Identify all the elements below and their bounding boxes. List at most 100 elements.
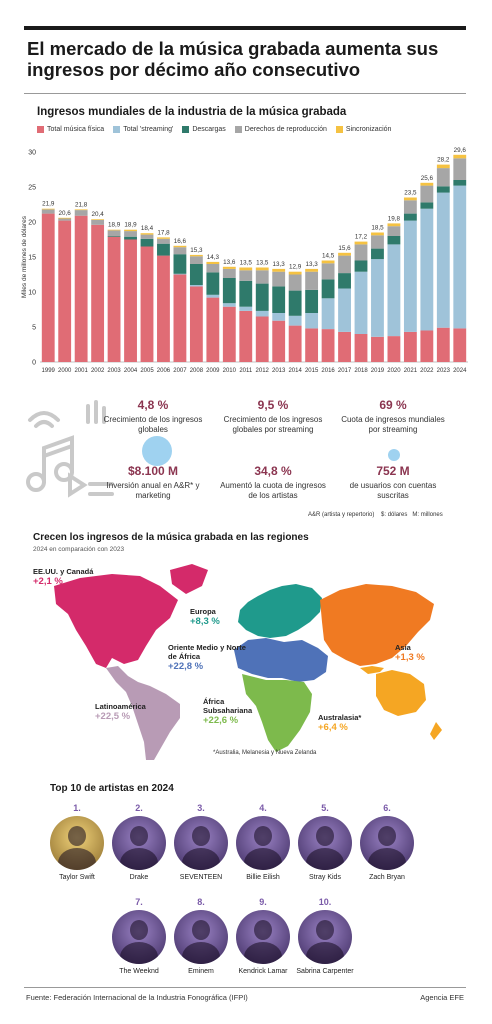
artist-avatar <box>112 910 166 964</box>
avatar-body-shape <box>306 942 344 964</box>
bar-segment <box>305 313 319 329</box>
bar-segment <box>222 303 236 307</box>
region-new-zealand <box>430 722 442 740</box>
bar-segment <box>354 271 368 334</box>
bar-segment <box>173 274 187 362</box>
legend-label: Sincronización <box>345 126 392 133</box>
bar-segment <box>338 273 351 289</box>
bar-segment <box>305 289 319 313</box>
legend-swatch <box>182 126 190 133</box>
bar-segment <box>74 210 88 216</box>
label-latin-america: Latinoamérica +22,5 % <box>95 702 146 722</box>
x-tick-label: 2018 <box>354 368 368 374</box>
region-value: +6,4 % <box>318 722 348 733</box>
stacked-bar-chart: Miles de millones de dólares 0 5 10 15 20 25 30… <box>21 147 468 374</box>
bar-segment <box>288 325 302 362</box>
stat-text: Crecimiento de los ingresos globales por… <box>223 415 323 434</box>
bar-segment <box>107 229 121 231</box>
stat-value: 4,8 % <box>137 398 169 412</box>
bar-segment <box>420 202 434 209</box>
artist-card: 1. Taylor Swift <box>42 803 112 881</box>
avatar-head-shape <box>130 920 148 940</box>
bar-segment <box>305 271 319 290</box>
stat-text: Aumentó la cuota de ingresos de los arti… <box>220 481 326 500</box>
legend-item: Descargas <box>182 126 226 133</box>
avatar-body-shape <box>368 848 406 870</box>
stat-global-growth: 4,8 % Crecimiento de los ingresos global… <box>98 398 208 435</box>
bar-segment <box>436 327 450 362</box>
artist-name: Eminem <box>188 968 214 975</box>
bar-segment <box>354 241 368 245</box>
bar-segment <box>453 180 467 186</box>
region-value: +8,3 % <box>190 616 220 627</box>
bar-total-label: 17,8 <box>157 229 170 236</box>
stat-ar-investment: $8.100 M Inversión anual en A&R* y marke… <box>98 464 208 501</box>
legend-swatch <box>113 126 121 133</box>
label-subsaharan-africa: África Subsahariana +22,6 % <box>203 697 263 726</box>
bar-segment <box>222 278 236 304</box>
avatar-body-shape <box>120 942 158 964</box>
bar-segment <box>239 310 253 362</box>
bar-segment <box>206 272 220 295</box>
region-value: +22,5 % <box>95 711 131 722</box>
bar-total-label: 18,4 <box>141 225 154 232</box>
label-asia: Asia +1,3 % <box>395 643 425 663</box>
x-tick-label: 2003 <box>107 368 121 374</box>
bar-total-label: 29,6 <box>454 147 467 154</box>
bar-total-label: 12,9 <box>289 264 302 271</box>
bar-segment <box>58 218 72 221</box>
bar-segment <box>321 260 335 264</box>
bar-total-label: 20,6 <box>59 210 72 217</box>
bar-segment <box>189 264 203 285</box>
bar-segment <box>453 328 467 362</box>
x-tick-label: 2000 <box>58 368 72 374</box>
bar-segment <box>91 219 105 225</box>
bar-segment <box>288 315 302 326</box>
artist-rank: 7. <box>135 897 143 907</box>
bar-segment <box>255 270 269 284</box>
stat-text: de usuarios con cuentas suscritas <box>349 481 437 500</box>
bar-segment <box>420 208 434 331</box>
subscribers-bubble <box>388 449 400 461</box>
bar-segment <box>272 320 286 362</box>
stat-text: Crecimiento de los ingresos globales <box>103 415 203 434</box>
bar-segment <box>420 182 434 186</box>
artist-name: SEVENTEEN <box>179 874 223 881</box>
bar-segment <box>371 259 384 337</box>
bar-segment <box>239 270 253 281</box>
avatar-head-shape <box>254 826 272 846</box>
bar-segment <box>140 246 154 362</box>
x-tick-label: 2016 <box>321 368 335 374</box>
region-mena <box>234 638 328 682</box>
x-tick-label: 2019 <box>371 368 385 374</box>
artist-avatar <box>112 816 166 870</box>
artist-card: 5. Stray Kids <box>290 803 360 881</box>
stat-artist-share: 34,8 % Aumentó la cuota de ingresos de l… <box>218 464 328 501</box>
x-tick-label: 2006 <box>157 368 171 374</box>
region-name: África Subsahariana <box>203 697 253 715</box>
artist-avatar <box>174 816 228 870</box>
bar-segment <box>41 209 55 214</box>
bar-segment <box>288 290 302 316</box>
label-north-america: EE.UU. y Canadá +2,1 % <box>33 567 93 587</box>
bar-segment <box>157 255 170 362</box>
avatar-body-shape <box>306 848 344 870</box>
bar-segment <box>41 208 55 210</box>
avatar-head-shape <box>254 920 272 940</box>
region-value: +22,8 % <box>168 661 204 672</box>
artist-avatar <box>50 816 104 870</box>
artist-rank: 6. <box>383 803 391 813</box>
bar-segment <box>124 229 137 232</box>
bar-segment <box>387 236 401 245</box>
y-tick-label: 0 <box>32 360 36 367</box>
stat-value: 69 % <box>379 398 407 412</box>
artist-rank: 10. <box>318 897 332 907</box>
artist-card: 4. Billie Eilish <box>228 803 298 881</box>
x-tick-label: 2017 <box>338 368 352 374</box>
region-australasia <box>376 670 426 716</box>
bar-segment <box>371 232 384 236</box>
avatar-body-shape <box>182 942 220 964</box>
label-mena: Oriente Medio y Norte de África +22,8 % <box>168 643 248 672</box>
avatar-body-shape <box>244 848 282 870</box>
bar-segment <box>157 238 170 244</box>
